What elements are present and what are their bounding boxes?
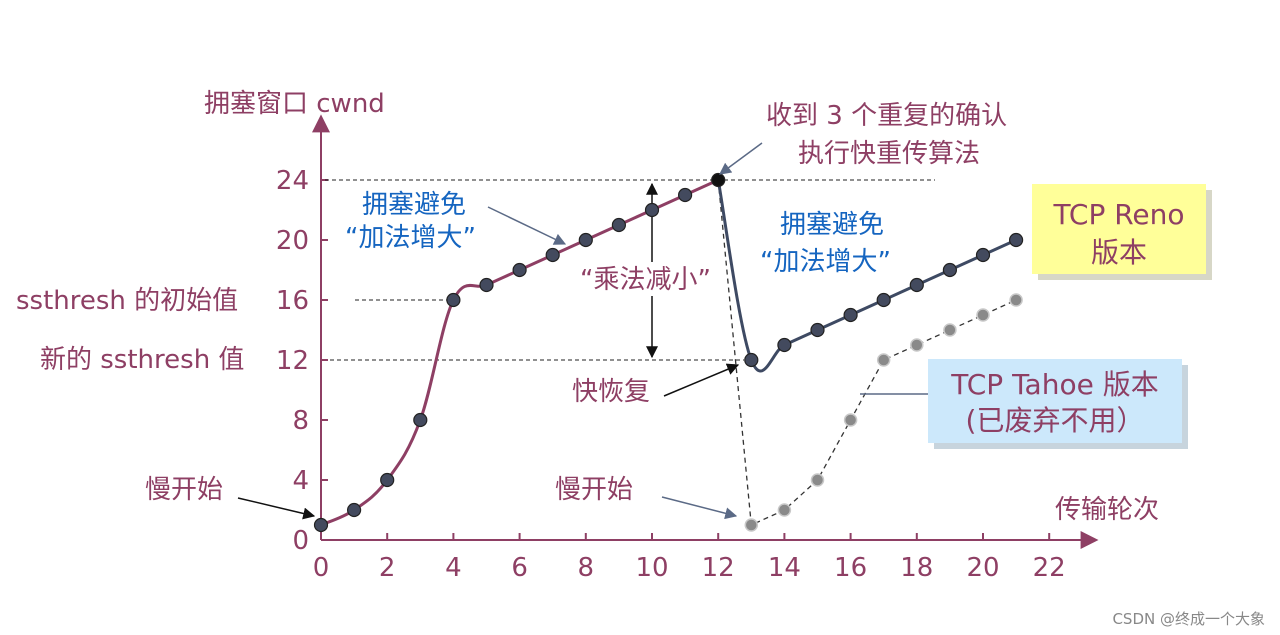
x-tick-label: 6 [511, 553, 528, 583]
legend-reno: TCP Reno 版本 [1032, 184, 1212, 280]
data-point [1008, 232, 1024, 248]
legend-reno-line2: 版本 [1091, 236, 1147, 269]
legend-tahoe-line2: (已废弃不用） [966, 404, 1145, 437]
data-point [1009, 293, 1023, 307]
x-tick-label: 14 [768, 553, 801, 583]
x-tick-label: 8 [578, 553, 595, 583]
label-cong-avoid-1-line2: “加法增大” [345, 223, 476, 253]
watermark: CSDN @终成一个大象 [1112, 610, 1265, 628]
x-axis-title: 传输轮次 [1055, 495, 1159, 525]
data-point [777, 503, 792, 517]
data-point [479, 277, 494, 293]
data-point [313, 517, 329, 533]
x-tick-label: 4 [445, 553, 462, 583]
data-point [578, 232, 593, 248]
y-tick-label: 4 [292, 466, 309, 496]
data-point [512, 262, 527, 278]
label-ssthresh-new: 新的 ssthresh 值 [40, 345, 244, 375]
data-point [810, 322, 825, 338]
data-point [777, 337, 792, 353]
data-point [810, 473, 825, 487]
data-point [677, 187, 693, 203]
label-fast-recovery: 快恢复 [572, 377, 650, 407]
x-tick-label: 12 [702, 553, 735, 583]
data-point [843, 413, 858, 427]
data-point [347, 502, 362, 518]
x-tick-label: 18 [900, 553, 933, 583]
y-tick-label: 16 [276, 286, 309, 316]
x-tick-label: 10 [635, 553, 668, 583]
label-cong-avoid-1-line1: 拥塞避免 [362, 190, 466, 220]
x-tick-label: 2 [379, 553, 396, 583]
data-point [910, 338, 924, 352]
legend-reno-line1: TCP Reno [1052, 198, 1184, 231]
data-point [744, 518, 759, 532]
label-triple-ack-line1: 收到 3 个重复的确认 [766, 101, 1007, 131]
data-point [876, 292, 891, 308]
data-point [413, 412, 428, 428]
x-tick-label: 0 [313, 553, 330, 583]
data-point [843, 307, 858, 323]
y-tick-label: 8 [292, 406, 309, 436]
data-point [545, 247, 560, 263]
series-layer [313, 172, 1024, 533]
x-tick-label: 16 [834, 553, 867, 583]
legend-tahoe: TCP Tahoe 版本 (已废弃不用） [928, 359, 1188, 449]
data-point [611, 217, 627, 233]
data-point [380, 472, 395, 488]
data-point [711, 172, 726, 188]
pointer-triple-ack [719, 142, 763, 175]
series-line-2 [717, 179, 1017, 526]
data-point [744, 352, 759, 368]
label-slow-start-left: 慢开始 [145, 475, 223, 505]
y-tick-label: 20 [276, 226, 309, 256]
pointer-slow-start-left [237, 497, 316, 520]
y-axis-title: 拥塞窗口 cwnd [204, 89, 385, 119]
y-tick-label: 24 [276, 166, 309, 196]
data-point [909, 277, 924, 293]
label-cong-avoid-2-line2: “加法增大” [760, 247, 891, 277]
label-mult-decrease: “乘法减小” [580, 265, 711, 295]
pointer-fast-recovery [663, 363, 740, 397]
y-tick-label: 12 [276, 346, 309, 376]
data-point [942, 262, 958, 278]
x-tick-label: 20 [966, 553, 999, 583]
pointer-slow-start-right [661, 496, 738, 520]
legend-tahoe-line1: TCP Tahoe 版本 [950, 368, 1158, 401]
data-point [943, 323, 957, 337]
label-cong-avoid-2-line1: 拥塞避免 [780, 210, 884, 240]
x-ticks: 0 2 4 6 8 10 12 14 16 18 20 22 [313, 533, 1066, 583]
data-point [975, 247, 991, 263]
y-ticks: 0 4 8 12 16 20 24 [276, 166, 328, 556]
label-triple-ack-line2: 执行快重传算法 [798, 139, 980, 169]
y-tick-label: 0 [292, 526, 309, 556]
pointer-cong-avoid-1 [487, 206, 567, 245]
data-point [446, 292, 461, 308]
data-point [976, 308, 990, 322]
data-point [876, 353, 891, 367]
label-slow-start-right: 慢开始 [555, 475, 633, 505]
data-point [644, 202, 660, 218]
x-tick-label: 22 [1033, 553, 1066, 583]
label-ssthresh-initial: ssthresh 的初始值 [16, 286, 238, 316]
